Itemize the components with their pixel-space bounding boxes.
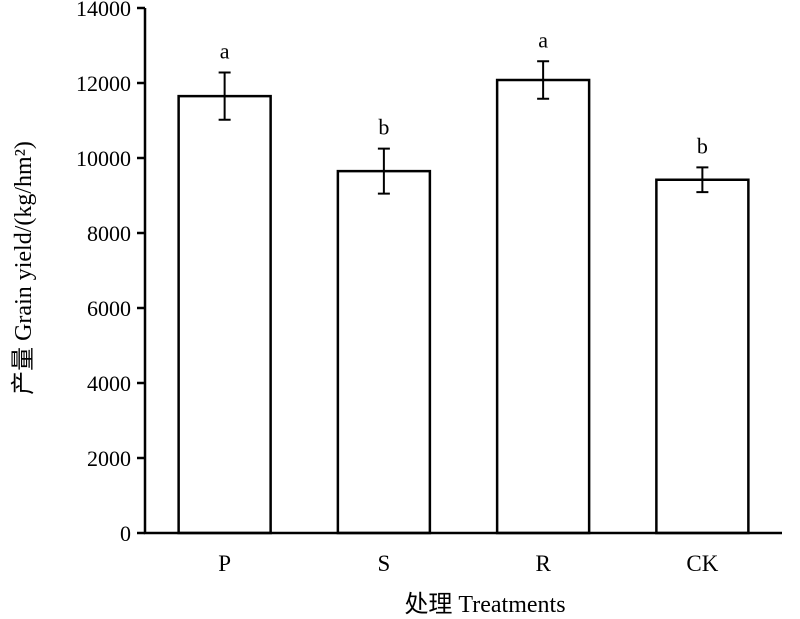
y-tick-label: 12000 — [76, 71, 131, 96]
y-tick-label: 2000 — [87, 446, 131, 471]
significance-letter: a — [220, 39, 230, 64]
bar-p — [177, 94, 272, 535]
error-bar-s — [377, 147, 390, 195]
bar-s — [336, 169, 432, 535]
bar-ck — [655, 178, 750, 535]
x-tick-label: P — [218, 551, 231, 576]
bar-r — [495, 78, 591, 535]
significance-labels: a b a b — [220, 27, 708, 158]
y-tick-label: 14000 — [76, 0, 131, 21]
error-bar-ck — [696, 166, 709, 194]
y-tick-label: 6000 — [87, 296, 131, 321]
x-tick-label: R — [535, 551, 551, 576]
y-axis-ticks: 0 2000 4000 6000 8000 10000 12000 14000 — [76, 0, 145, 546]
x-axis-labels: P S R CK — [218, 551, 719, 576]
significance-letter: a — [538, 27, 548, 52]
significance-letter: b — [378, 115, 389, 140]
x-tick-label: S — [377, 551, 390, 576]
significance-letter: b — [697, 133, 708, 158]
y-axis-title: 产量 Grain yield/(kg/hm²) — [10, 141, 37, 395]
x-axis-title: 处理 Treatments — [404, 591, 565, 618]
error-bars — [218, 60, 709, 195]
y-tick-label: 10000 — [76, 146, 131, 171]
bars — [177, 78, 750, 535]
axis-frame — [143, 8, 782, 535]
x-tick-label: CK — [686, 551, 718, 576]
y-tick-label: 8000 — [87, 221, 131, 246]
error-bar-r — [537, 60, 550, 100]
y-tick-label: 4000 — [87, 371, 131, 396]
y-tick-label: 0 — [120, 521, 131, 546]
error-bar-p — [218, 71, 231, 121]
